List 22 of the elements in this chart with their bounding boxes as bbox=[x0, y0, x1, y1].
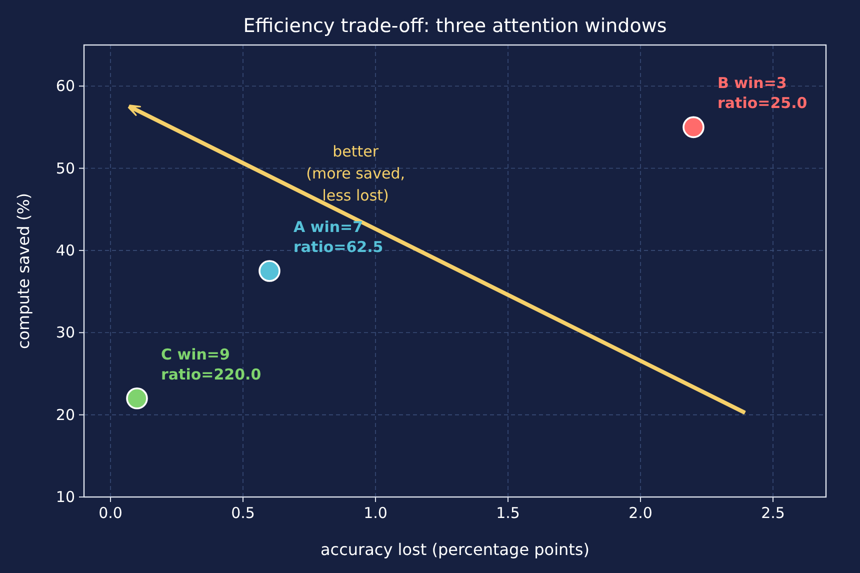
y-tick-label: 50 bbox=[56, 159, 75, 178]
x-tick-label: 0.5 bbox=[231, 504, 255, 522]
series-label: B win=3 ratio=25.0 bbox=[718, 74, 808, 112]
series-label: C win=9 ratio=220.0 bbox=[161, 345, 262, 384]
point bbox=[126, 387, 148, 410]
point bbox=[258, 260, 280, 282]
x-tick-label: 2.0 bbox=[628, 504, 652, 522]
y-tick-label: 60 bbox=[56, 77, 75, 96]
y-tick-label: 10 bbox=[56, 488, 75, 506]
x-tick-label: 1.5 bbox=[496, 504, 520, 522]
x-tick-label: 1.0 bbox=[364, 504, 388, 522]
y-tick-label: 40 bbox=[56, 241, 75, 260]
chart-title: Efficiency trade-off: three attention windows bbox=[243, 15, 667, 37]
y-tick-label: 30 bbox=[56, 324, 75, 342]
x-tick-label: 2.5 bbox=[761, 504, 785, 522]
series-label: A win=7 ratio=62.5 bbox=[294, 218, 384, 256]
x-axis-title: accuracy lost (percentage points) bbox=[320, 540, 590, 559]
annotation: better (more saved, less lost) bbox=[306, 142, 406, 204]
x-tick-label: 0.0 bbox=[98, 504, 122, 522]
y-tick-label: 20 bbox=[56, 406, 75, 424]
point bbox=[682, 116, 704, 138]
y-axis-title: compute saved (%) bbox=[14, 192, 33, 350]
